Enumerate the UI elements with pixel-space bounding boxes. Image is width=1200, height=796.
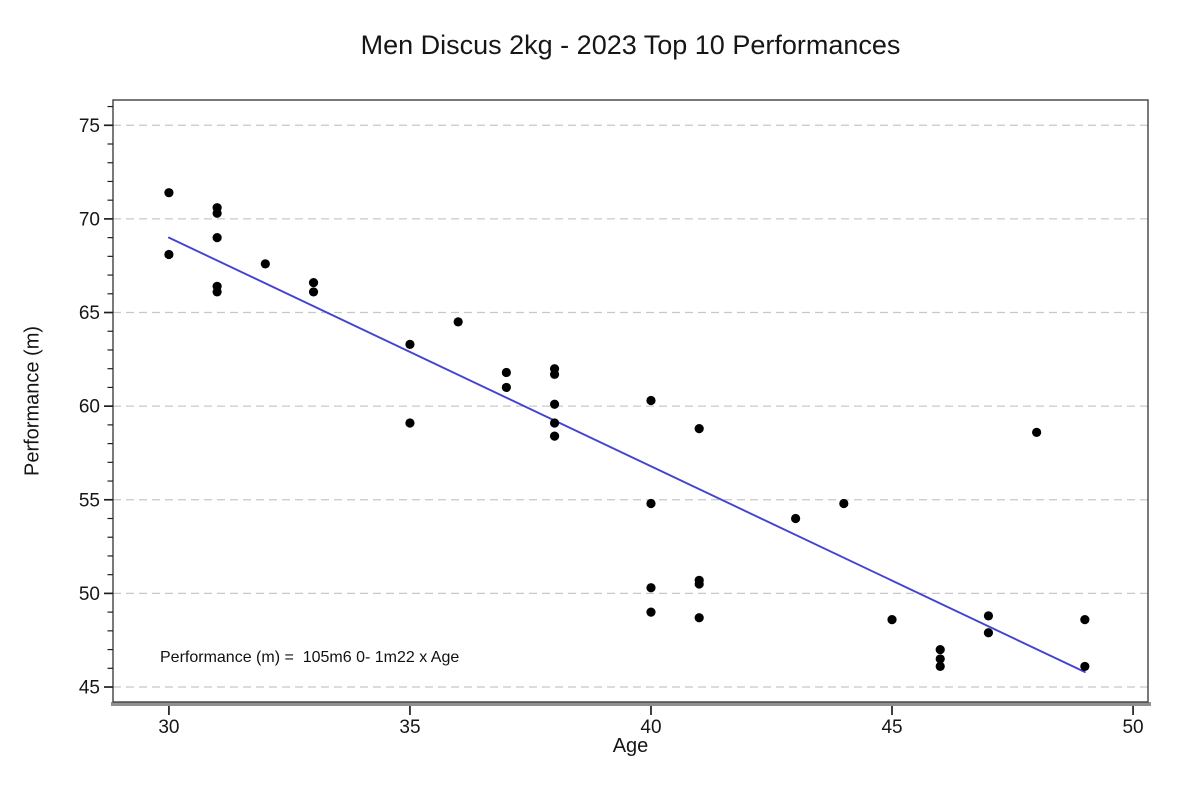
- data-point: [887, 615, 897, 625]
- data-point: [646, 607, 656, 617]
- trend-line: [167, 236, 1086, 673]
- data-point: [983, 611, 994, 621]
- y-tick-label: 45: [79, 678, 100, 699]
- data-point: [453, 317, 463, 327]
- y-tick-label: 65: [79, 303, 100, 324]
- data-point: [646, 395, 656, 406]
- x-tick-label: 40: [640, 717, 661, 738]
- data-point: [791, 513, 801, 524]
- data-point: [983, 628, 994, 638]
- data-point: [549, 369, 560, 379]
- regression-equation-label: Performance (m) = 105m6 0- 1m22 x Age: [160, 649, 460, 666]
- data-point: [646, 498, 656, 509]
- data-point: [212, 233, 222, 243]
- data-point: [405, 418, 415, 428]
- x-tick-label: 35: [399, 717, 420, 738]
- data-point: [935, 661, 945, 672]
- data-point: [694, 613, 704, 623]
- data-point: [260, 259, 270, 269]
- x-axis-title: Age: [612, 735, 649, 757]
- data-point: [1080, 615, 1090, 625]
- data-point: [212, 287, 222, 297]
- plot-frame: [112, 99, 1149, 703]
- y-tick-label: 55: [79, 490, 100, 511]
- data-point: [164, 249, 174, 260]
- data-point: [839, 498, 849, 509]
- data-point: [164, 188, 174, 198]
- data-point: [935, 644, 945, 655]
- chart-title: Men Discus 2kg - 2023 Top 10 Performance…: [360, 30, 901, 60]
- y-tick-label: 75: [79, 116, 100, 137]
- data-point: [308, 287, 319, 297]
- data-point: [549, 418, 560, 428]
- data-point: [549, 399, 560, 409]
- y-tick-label: 50: [79, 584, 100, 605]
- y-tick-label: 60: [79, 397, 100, 418]
- data-point: [646, 583, 656, 593]
- x-tick-label: 45: [881, 717, 902, 738]
- data-point: [694, 579, 704, 589]
- data-point: [212, 208, 222, 218]
- data-point: [501, 367, 511, 378]
- data-point: [1032, 427, 1042, 437]
- data-point: [308, 277, 319, 288]
- x-tick-label: 30: [158, 717, 179, 738]
- data-point: [501, 382, 511, 393]
- data-point: [935, 654, 945, 664]
- data-point: [549, 431, 560, 441]
- data-point: [405, 339, 415, 349]
- data-point: [1080, 661, 1090, 672]
- x-tick-label: 50: [1122, 717, 1143, 738]
- data-point: [694, 424, 704, 434]
- y-tick-label: 70: [79, 209, 100, 230]
